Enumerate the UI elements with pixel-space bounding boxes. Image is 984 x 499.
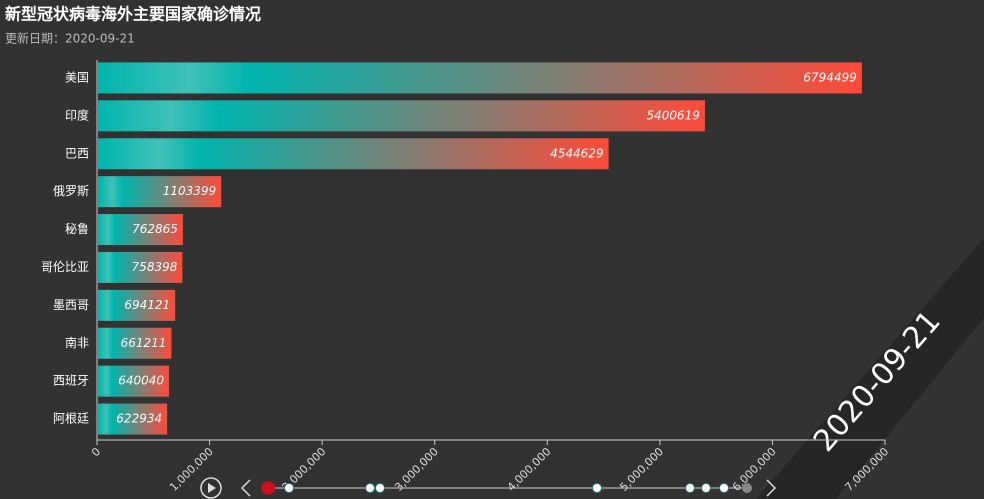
timeline-dot[interactable] bbox=[742, 483, 752, 493]
value-label: 5400619 bbox=[647, 108, 700, 122]
y-tick-label: 印度 bbox=[65, 107, 89, 122]
timeline-current[interactable] bbox=[261, 481, 275, 495]
value-label: 758398 bbox=[132, 260, 178, 274]
timeline-dot[interactable] bbox=[701, 483, 711, 493]
timeline-dot[interactable] bbox=[592, 483, 602, 493]
value-label: 622934 bbox=[116, 412, 162, 426]
value-label: 4544629 bbox=[550, 146, 603, 160]
value-label: 1103399 bbox=[163, 184, 216, 198]
value-label: 694121 bbox=[124, 298, 170, 312]
chart-title: 新型冠状病毒海外主要国家确诊情况 bbox=[5, 5, 261, 24]
bar bbox=[98, 214, 183, 246]
value-label: 661211 bbox=[121, 336, 167, 350]
y-tick-label: 俄罗斯 bbox=[53, 184, 89, 198]
y-tick-label: 巴西 bbox=[65, 146, 89, 160]
value-label: 640040 bbox=[118, 374, 164, 388]
x-tick-label: 5,000,000 bbox=[617, 445, 666, 494]
timeline[interactable] bbox=[200, 477, 777, 499]
bar bbox=[98, 100, 705, 132]
y-tick-label: 哥伦比亚 bbox=[41, 259, 89, 274]
value-label: 6794499 bbox=[803, 70, 856, 84]
chart-subtitle: 更新日期：2020-09-21 bbox=[5, 31, 135, 46]
y-tick-label: 南非 bbox=[65, 335, 89, 350]
timeline-dot[interactable] bbox=[685, 483, 695, 493]
prev-button[interactable] bbox=[240, 479, 251, 497]
bar bbox=[98, 251, 183, 283]
bar bbox=[98, 176, 222, 208]
timeline-dot[interactable] bbox=[284, 483, 294, 493]
date-ribbon bbox=[756, 238, 984, 499]
x-tick-label: 0 bbox=[89, 445, 103, 459]
y-tick-label: 西班牙 bbox=[53, 374, 89, 388]
timeline-dot[interactable] bbox=[365, 483, 375, 493]
next-button[interactable] bbox=[766, 479, 777, 497]
play-icon bbox=[208, 483, 216, 493]
value-label: 762865 bbox=[132, 222, 178, 236]
bar bbox=[98, 62, 862, 94]
bar bbox=[98, 365, 170, 397]
x-tick-label: 4,000,000 bbox=[505, 445, 554, 494]
bar bbox=[98, 403, 168, 435]
timeline-dot[interactable] bbox=[375, 483, 385, 493]
bar bbox=[98, 138, 609, 170]
play-button[interactable] bbox=[200, 477, 222, 499]
bar bbox=[98, 327, 172, 359]
timeline-dot[interactable] bbox=[719, 483, 729, 493]
x-tick-label: 3,000,000 bbox=[392, 445, 441, 494]
y-tick-label: 美国 bbox=[65, 70, 89, 84]
y-tick-label: 墨西哥 bbox=[53, 298, 89, 312]
y-tick-label: 秘鲁 bbox=[65, 222, 89, 236]
bar bbox=[98, 289, 176, 321]
y-tick-label: 阿根廷 bbox=[53, 412, 89, 426]
